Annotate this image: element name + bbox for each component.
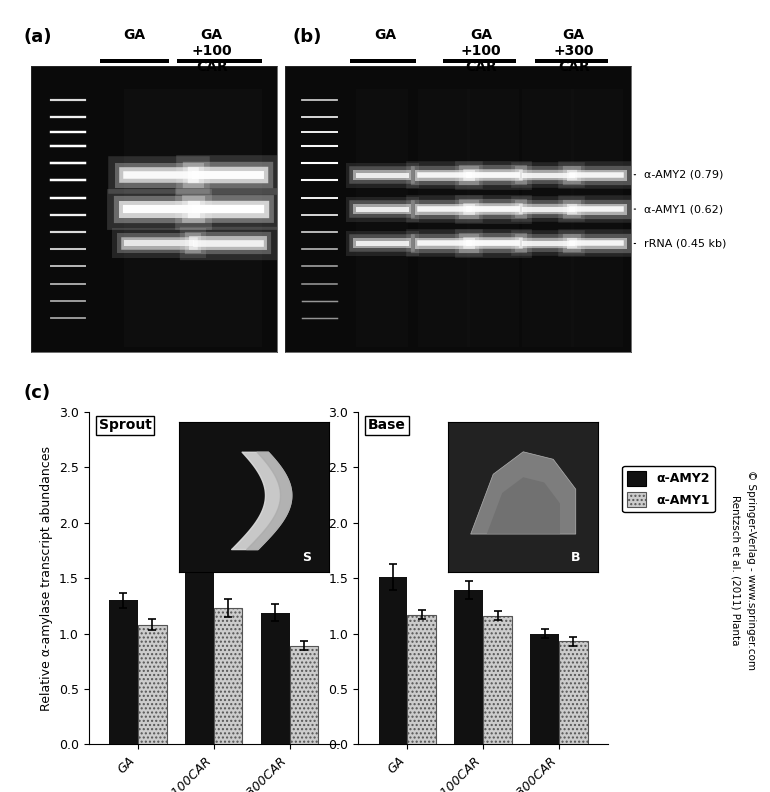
FancyBboxPatch shape (467, 89, 519, 347)
Bar (261, 612, 290, 744)
FancyBboxPatch shape (356, 89, 408, 347)
Text: GA: GA (374, 28, 396, 42)
FancyBboxPatch shape (571, 89, 623, 347)
Legend: α-AMY2, α-AMY1: α-AMY2, α-AMY1 (622, 466, 715, 512)
Bar (290, 645, 318, 744)
Bar (531, 634, 559, 744)
Text: Rentzsch et al. (2011) Planta: Rentzsch et al. (2011) Planta (731, 495, 740, 645)
Bar (109, 600, 138, 744)
Y-axis label: Relative α-amylase transcript abundances: Relative α-amylase transcript abundances (40, 446, 53, 710)
Bar (454, 590, 484, 744)
Text: GA
+300
CAR: GA +300 CAR (554, 28, 594, 74)
Text: (a): (a) (23, 28, 52, 46)
Bar (484, 616, 512, 744)
Text: GA
+100
CAR: GA +100 CAR (461, 28, 501, 74)
Text: rRNA (0.45 kb): rRNA (0.45 kb) (644, 238, 726, 249)
Text: Base: Base (368, 418, 406, 432)
Text: α-AMY2 (0.79): α-AMY2 (0.79) (644, 169, 723, 180)
Text: GA
+100
CAR: GA +100 CAR (192, 28, 232, 74)
Text: © Springer-Verlag - www.springer.com: © Springer-Verlag - www.springer.com (746, 470, 755, 670)
Text: Sprout: Sprout (99, 418, 152, 432)
FancyBboxPatch shape (522, 89, 574, 347)
Text: (c): (c) (23, 384, 50, 402)
FancyBboxPatch shape (193, 89, 263, 347)
FancyBboxPatch shape (418, 89, 470, 347)
Bar (213, 608, 243, 744)
Text: (b): (b) (293, 28, 322, 46)
Text: α-AMY1 (0.62): α-AMY1 (0.62) (644, 204, 723, 214)
Bar (407, 615, 436, 744)
Bar (185, 481, 214, 744)
Bar (559, 642, 588, 744)
FancyBboxPatch shape (125, 89, 193, 347)
Text: GA: GA (124, 28, 146, 42)
Bar (138, 625, 166, 744)
Bar (379, 577, 407, 744)
